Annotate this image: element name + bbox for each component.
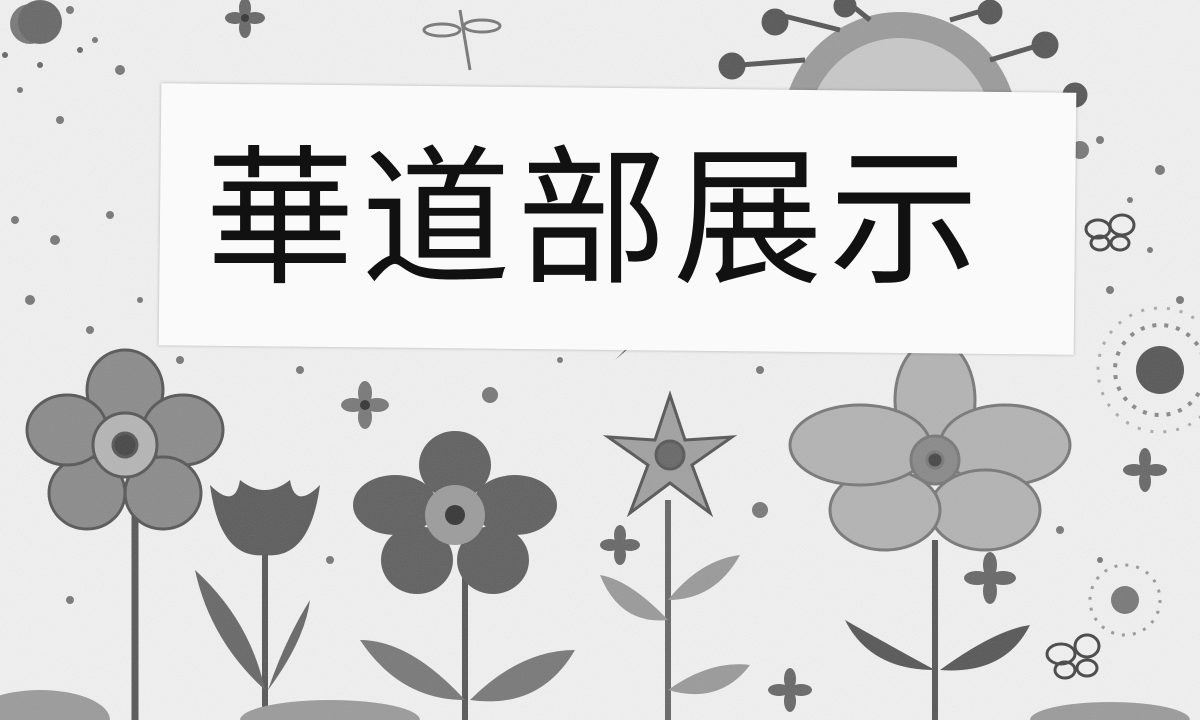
- poster-title: 華道部展示: [205, 133, 986, 307]
